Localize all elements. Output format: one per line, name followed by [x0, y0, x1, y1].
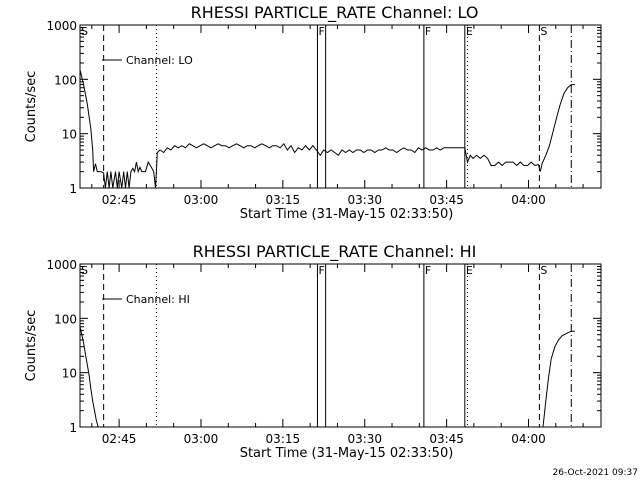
x-tick-label: 03:45: [429, 432, 464, 446]
x-tick-label: 04:00: [511, 432, 546, 446]
legend-label: Channel: HI: [126, 293, 190, 306]
x-axis-label: Start Time (31-May-15 02:33:50): [240, 446, 454, 461]
plot-frame: [79, 24, 602, 189]
flag-marker-label: S: [81, 264, 88, 277]
plot-frame: [79, 263, 602, 428]
flag-marker-label: F: [425, 264, 431, 277]
y-tick-label: 1: [69, 182, 77, 196]
legend-label: Channel: LO: [126, 54, 193, 67]
y-axis-label: Counts/sec: [24, 310, 39, 382]
footer-date: 26-Oct-2021 09:37: [552, 468, 638, 478]
x-tick-label: 03:15: [266, 193, 301, 207]
x-tick-label: 02:45: [102, 193, 137, 207]
flag-marker-label: F: [318, 264, 324, 277]
flag-marker-label: S: [81, 25, 88, 38]
y-tick-label: 1000: [46, 258, 77, 272]
chart-title: RHESSI PARTICLE_RATE Channel: LO: [191, 3, 479, 23]
x-tick-label: 03:30: [347, 432, 382, 446]
flag-marker-label: F: [318, 25, 324, 38]
flag-marker-label: E: [466, 25, 473, 38]
flag-marker-label: S: [540, 264, 547, 277]
x-tick-label: 03:45: [429, 193, 464, 207]
chart-panel-1: RHESSI PARTICLE_RATE Channel: HI 02:45 03:…: [24, 242, 602, 461]
x-tick-label: 03:15: [266, 432, 301, 446]
series-line-0: [80, 69, 575, 188]
x-tick-label: 02:45: [102, 432, 137, 446]
y-tick-label: 100: [54, 312, 77, 326]
flag-marker-label: F: [425, 25, 431, 38]
y-tick-label: 1000: [46, 19, 77, 33]
x-axis-label: Start Time (31-May-15 02:33:50): [240, 207, 454, 222]
chart-title: RHESSI PARTICLE_RATE Channel: HI: [193, 242, 477, 262]
x-tick-label: 03:30: [347, 193, 382, 207]
y-tick-label: 1: [69, 421, 77, 435]
x-tick-label: 03:00: [184, 432, 219, 446]
series-line-0: [80, 326, 99, 427]
flag-marker-label: S: [540, 25, 547, 38]
y-tick-label: 10: [62, 367, 77, 381]
y-tick-label: 100: [54, 73, 77, 87]
x-tick-label: 04:00: [511, 193, 546, 207]
y-axis-label: Counts/sec: [24, 71, 39, 143]
x-tick-label: 03:00: [184, 193, 219, 207]
chart-panel-0: RHESSI PARTICLE_RATE Channel: LO 02:45 03:…: [24, 3, 602, 222]
y-tick-label: 10: [62, 128, 77, 142]
series-line-1: [542, 330, 575, 427]
flag-marker-label: E: [466, 264, 473, 277]
